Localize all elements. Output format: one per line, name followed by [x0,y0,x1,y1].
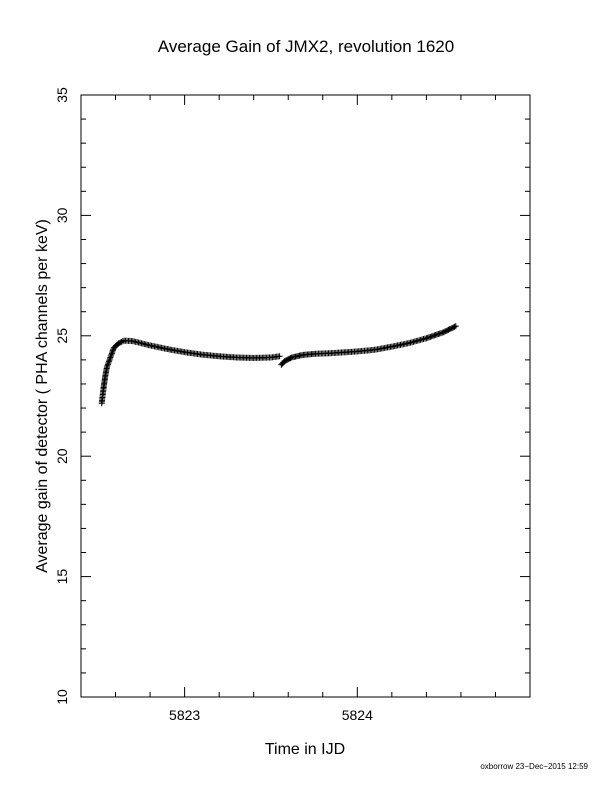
data-markers [98,323,459,407]
footer-credit: oxborrow 23−Dec−2015 12:59 [480,762,588,771]
chart-title: Average Gain of JMX2, revolution 1620 [158,37,454,56]
y-tick-label: 10 [54,689,70,705]
data-point [452,323,459,330]
y-tick-label: 35 [54,87,70,103]
plot-frame [80,94,531,698]
x-axis-label: Time in IJD [265,741,345,758]
y-axis-label: Average gain of detector ( PHA channels … [34,219,51,573]
y-tick-label: 30 [54,207,70,223]
y-tick-label: 15 [54,569,70,585]
data-point [118,338,125,345]
y-tick-label: 20 [54,448,70,464]
data-point [115,340,122,347]
data-point [276,353,283,360]
x-tick-label: 5824 [342,707,373,723]
data-point [451,323,458,330]
y-tick-label: 25 [54,328,70,344]
data-point [117,339,124,346]
x-tick-label: 5823 [169,707,200,723]
axis-ticks: 10 15 20 25 30 35 5823 5824 [54,87,531,723]
